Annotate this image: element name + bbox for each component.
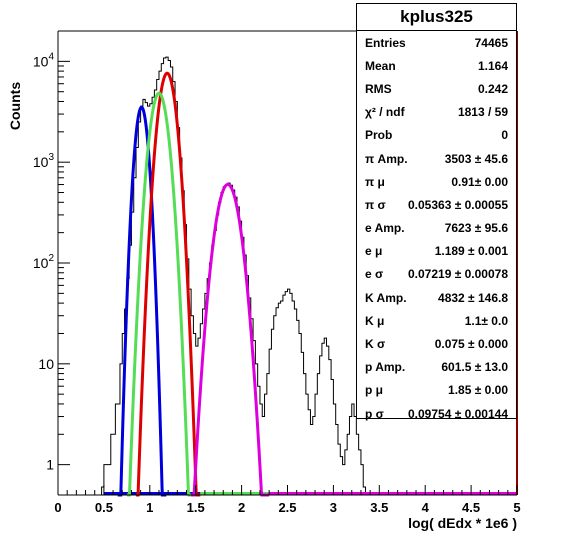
y-tick-label: 104 — [33, 51, 55, 69]
x-tick-label: 0 — [54, 500, 61, 515]
stats-row: p μ 1.85 ± 0.00 — [357, 379, 516, 402]
stats-label: Mean — [365, 58, 396, 73]
stats-row: e σ 0.07219 ± 0.00078 — [357, 263, 516, 286]
x-tick-label: 1.5 — [187, 500, 205, 515]
stats-value: 601.5 ± 13.0 — [441, 360, 508, 375]
y-tick-label: 103 — [33, 152, 55, 170]
stats-value: 0.07219 ± 0.00078 — [407, 267, 508, 282]
stats-label: K μ — [365, 313, 385, 328]
stats-label: π Amp. — [365, 151, 408, 166]
stats-label: K σ — [365, 337, 386, 352]
stats-row: p σ 0.09754 ± 0.00144 — [357, 402, 516, 425]
stats-label: π σ — [365, 197, 386, 212]
stats-row: p Amp. 601.5 ± 13.0 — [357, 356, 516, 379]
x-tick-label: 3 — [330, 500, 337, 515]
stats-row: Mean 1.164 — [357, 54, 516, 77]
x-tick-label: 1 — [146, 500, 153, 515]
stats-label: e Amp. — [365, 221, 405, 236]
stats-value: 0.242 — [477, 81, 508, 96]
stats-value: 0 — [501, 128, 508, 143]
stats-label: p Amp. — [365, 360, 406, 375]
stats-value: 1.189 ± 0.001 — [434, 244, 508, 259]
stats-row: Prob 0 — [357, 124, 516, 147]
x-tick-label: 2.5 — [278, 500, 296, 515]
stats-title: kplus325 — [357, 4, 516, 31]
stats-label: p σ — [365, 406, 384, 421]
stats-label: Prob — [365, 128, 393, 143]
stats-value: 0.91± 0.00 — [451, 174, 508, 189]
stats-label: K Amp. — [365, 290, 407, 305]
stats-value: 4832 ± 146.8 — [438, 290, 508, 305]
y-tick-label: 1 — [46, 457, 54, 473]
y-tick-label: 10 — [38, 356, 54, 372]
x-tick-label: 2 — [238, 500, 245, 515]
x-tick-label: 4.5 — [462, 500, 480, 515]
stats-label: π μ — [365, 174, 385, 189]
stats-row: K Amp. 4832 ± 146.8 — [357, 286, 516, 309]
stats-label: e σ — [365, 267, 384, 282]
fit-curve-e — [136, 71, 201, 497]
y-axis-label: Counts — [7, 82, 23, 130]
stats-value: 1813 / 59 — [457, 105, 508, 120]
stats-value: 74465 — [474, 35, 508, 50]
stats-value: 0.05363 ± 0.00055 — [407, 197, 508, 212]
stats-row: π μ 0.91± 0.00 — [357, 170, 516, 193]
stats-label: RMS — [365, 81, 392, 96]
stats-row: Entries 74465 — [357, 31, 516, 54]
y-tick-label: 102 — [33, 253, 55, 271]
x-axis-label: log( dEdx * 1e6 ) — [408, 515, 517, 531]
stats-row: χ² / ndf 1813 / 59 — [357, 101, 516, 124]
stats-row: K μ 1.1± 0.0 — [357, 309, 516, 332]
stats-value: 1.1± 0.0 — [464, 313, 508, 328]
stats-value: 1.85 ± 0.00 — [448, 383, 508, 398]
stats-value: 3503 ± 45.6 — [444, 151, 508, 166]
x-tick-label: 3.5 — [370, 500, 388, 515]
stats-row: K σ 0.075 ± 0.000 — [357, 332, 516, 355]
x-tick-label: 5 — [513, 500, 520, 515]
x-tick-label: 4 — [422, 500, 430, 515]
fit-curve-pi — [117, 105, 167, 497]
fit-curve-p — [191, 182, 270, 497]
stats-row: π Amp. 3503 ± 45.6 — [357, 147, 516, 170]
stats-row: e Amp. 7623 ± 95.6 — [357, 217, 516, 240]
stats-value: 7623 ± 95.6 — [444, 221, 508, 236]
stats-label: Entries — [365, 35, 406, 50]
stats-box: kplus325 Entries 74465 Mean 1.164 RMS 0.242 χ²… — [356, 3, 517, 421]
stats-value: 0.09754 ± 0.00144 — [407, 406, 508, 421]
stats-row: RMS 0.242 — [357, 77, 516, 100]
stats-label: e μ — [365, 244, 383, 259]
stats-row: e μ 1.189 ± 0.001 — [357, 240, 516, 263]
fit-curve-K — [126, 91, 196, 497]
x-tick-label: 0.5 — [95, 500, 113, 515]
stats-label: p μ — [365, 383, 384, 398]
stats-row: π σ 0.05363 ± 0.00055 — [357, 193, 516, 216]
stats-value: 0.075 ± 0.000 — [434, 337, 508, 352]
stats-value: 1.164 — [477, 58, 508, 73]
stats-label: χ² / ndf — [365, 105, 405, 120]
